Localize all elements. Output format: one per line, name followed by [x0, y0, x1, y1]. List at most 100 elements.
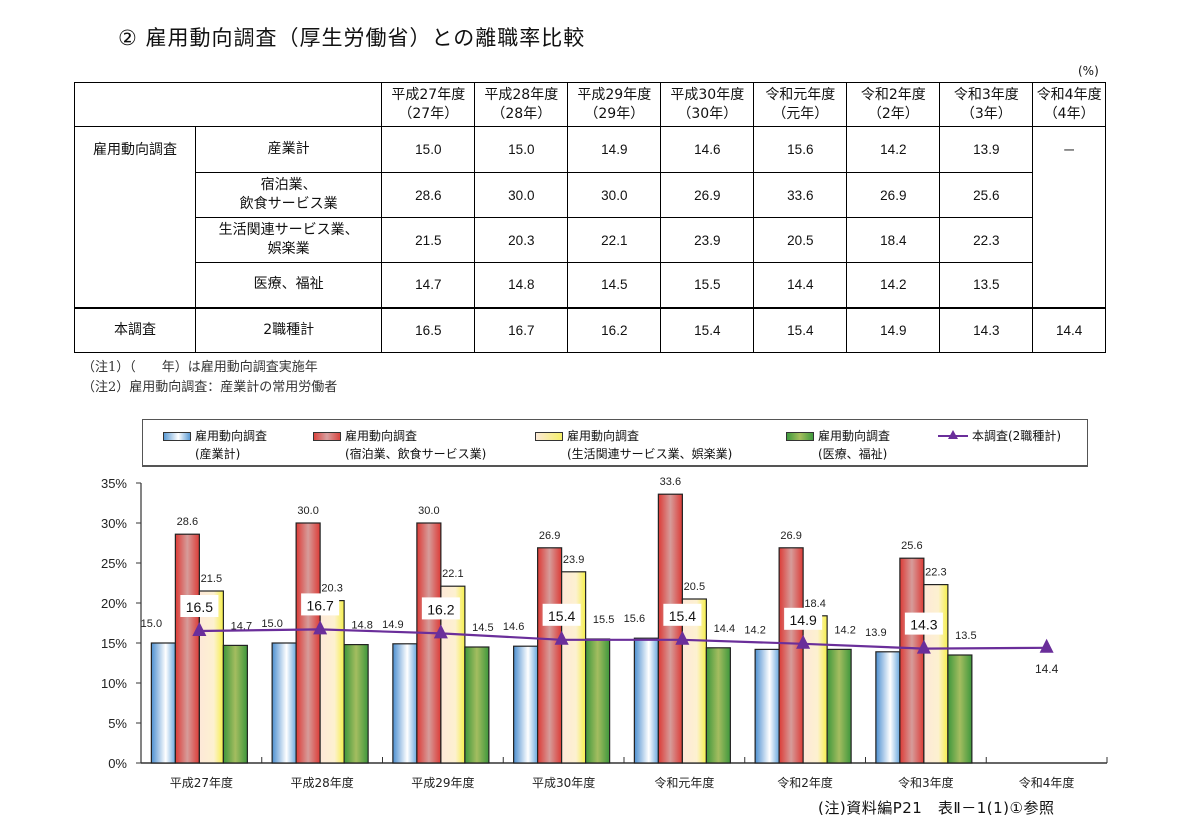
triangle-marker-icon: [675, 630, 690, 645]
cell: 15.0: [381, 126, 476, 173]
line-value-label: 16.7: [307, 597, 334, 613]
bar-line-chart: 0% 5% 10% 15% 20% 25% 30% 35% 平成27年度 平成28年度 平成29年度…: [101, 476, 1108, 790]
cell: 13.5: [939, 262, 1034, 308]
cell: 25.6: [939, 172, 1034, 218]
bar-value-label: 14.6: [503, 621, 524, 633]
cell: 15.4: [753, 306, 848, 353]
cell: 30.0: [567, 172, 662, 218]
cell: 22.1: [567, 217, 662, 263]
col-header: 令和4年度 （4年）: [1032, 82, 1106, 127]
bar-medical-welfare: [947, 654, 973, 764]
col-header: 平成29年度 （29年）: [567, 82, 662, 127]
bar-industry-total: [271, 642, 297, 764]
cell: 30.0: [474, 172, 569, 218]
bar-medical-welfare: [343, 644, 369, 764]
chart-bars: 15.0 15.0 14.9 14.6 15.6 14.2 13.9 28.6 30.0 30.0…: [141, 476, 977, 764]
bar-hospitality: [657, 493, 683, 764]
y-tick-label: 10%: [101, 676, 127, 691]
bar-industry-total: [392, 643, 418, 764]
x-tick-label: 平成30年度: [532, 775, 595, 790]
legend-item: 雇用動向調査 (生活関連サービス業、娯楽業): [535, 427, 732, 463]
bar-industry-total: [633, 637, 659, 764]
bar-value-label: 14.2: [834, 624, 855, 636]
line-value-label: 16.5: [186, 599, 213, 615]
legend-item: 本調査(2職種計): [938, 427, 1061, 445]
triangle-marker-icon: [916, 639, 931, 654]
table-row: 本調査 2職種計 16.5 16.7 16.2 15.4 15.4 14.9 1…: [74, 306, 1106, 353]
legend-item: 雇用動向調査 (産業計): [163, 427, 267, 463]
triangle-line-icon: [938, 427, 968, 445]
bar-value-label: 14.4: [714, 623, 735, 635]
bar-value-label: 22.1: [442, 568, 463, 580]
cell: 14.4: [753, 262, 848, 308]
line-value-label: 14.3: [910, 617, 937, 633]
bar-hospitality: [537, 547, 563, 764]
survey-trend-line: [199, 628, 1047, 650]
bar-lifestyle-services: [319, 600, 345, 764]
cell: 16.2: [567, 306, 662, 353]
bar-value-label: 21.5: [201, 573, 222, 585]
bar-value-label: 26.9: [539, 530, 560, 542]
bar-value-label: 18.4: [804, 598, 825, 610]
line-value-label: 14.9: [790, 612, 817, 628]
cell: 20.3: [474, 217, 569, 263]
cell: 15.6: [753, 126, 848, 173]
bar-value-label: 14.2: [744, 624, 765, 636]
triangle-marker-icon: [192, 622, 207, 636]
bar-medical-welfare: [222, 644, 248, 764]
cell: 15.0: [474, 126, 569, 173]
cell: 14.9: [846, 306, 941, 353]
bar-value-label: 25.6: [901, 540, 922, 552]
bar-lifestyle-services: [923, 583, 949, 764]
turnover-table: 平成27年度 （27年） 平成28年度 （28年） 平成29年度 （29年） 平成30…: [73, 82, 1106, 353]
cell: 26.9: [660, 172, 755, 218]
bar-value-label: 14.9: [382, 619, 403, 631]
cell: 14.2: [846, 126, 941, 173]
cell: 21.5: [381, 217, 476, 263]
page-title: ② 雇用動向調査（厚生労働省）との離職率比較: [118, 26, 586, 50]
bar-value-label: 15.0: [141, 618, 162, 630]
footnote: (注)資料編P21 表Ⅱ－1(1)①参照: [818, 799, 1055, 817]
green-swatch-icon: [786, 432, 814, 441]
bar-value-label: 26.9: [780, 530, 801, 542]
x-tick-label: 平成27年度: [170, 775, 233, 790]
bar-value-label: 20.5: [684, 581, 705, 593]
cell: 23.9: [660, 217, 755, 263]
cell-merged: －: [1032, 126, 1106, 308]
triangle-marker-icon: [433, 624, 448, 639]
legend-item: 雇用動向調査 (宿泊業、飲食サービス業): [313, 427, 486, 463]
col-header: 平成27年度 （27年）: [381, 82, 476, 127]
yellow-swatch-icon: [535, 432, 563, 441]
chart-line: 16.5 16.7 16.2 15.4 15.4 14.9 14.3 14.4: [180, 593, 1059, 676]
col-header: 平成30年度 （30年）: [660, 82, 755, 127]
triangle-marker-icon: [313, 620, 328, 635]
cell: 15.5: [660, 262, 755, 308]
y-tick-label: 30%: [101, 516, 127, 531]
row-label: 生活関連サービス業、 娯楽業: [194, 217, 383, 263]
bar-hospitality: [416, 522, 442, 764]
red-swatch-icon: [313, 432, 341, 441]
bar-medical-welfare: [705, 647, 731, 764]
cell: 14.6: [660, 126, 755, 173]
bar-value-label: 13.5: [955, 630, 976, 642]
cell: 14.4: [1032, 306, 1106, 353]
cell: 14.9: [567, 126, 662, 173]
bar-value-label: 15.5: [593, 614, 614, 626]
cell: 14.3: [939, 306, 1034, 353]
cell: 33.6: [753, 172, 848, 218]
cell: 16.5: [381, 306, 476, 353]
bar-value-label: 13.9: [865, 627, 886, 639]
triangle-marker-icon: [1039, 638, 1054, 653]
bar-hospitality: [295, 522, 321, 764]
x-tick-label: 令和4年度: [1019, 775, 1075, 790]
bar-value-label: 22.3: [925, 567, 946, 579]
bar-value-label: 30.0: [297, 505, 318, 517]
cell: 14.7: [381, 262, 476, 308]
bar-value-label: 20.3: [321, 583, 342, 595]
line-value-label: 14.4: [1035, 662, 1059, 676]
cell: 18.4: [846, 217, 941, 263]
x-tick-label: 令和3年度: [898, 775, 954, 790]
bar-value-label: 14.5: [472, 622, 493, 634]
bar-value-label: 23.9: [563, 554, 584, 566]
table-notes: （注1）（ 年）は雇用動向調査実施年 （注2）雇用動向調査：産業計の常用労働者: [82, 358, 337, 398]
